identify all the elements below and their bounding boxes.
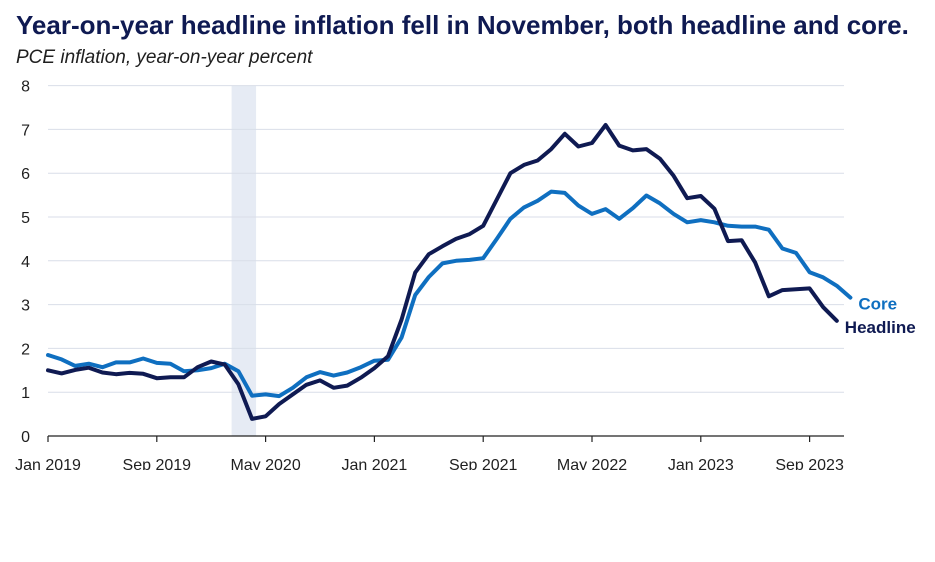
series-labels: Core Headline <box>845 295 916 337</box>
x-tick-label: Jan 2019 <box>15 457 81 470</box>
x-tick-label: Sep 2023 <box>775 457 844 470</box>
x-axis <box>47 435 844 442</box>
headline-label: Headline <box>845 318 916 337</box>
y-tick-label: 6 <box>21 166 30 183</box>
headline-line <box>46 123 839 421</box>
core-label: Core <box>858 295 897 314</box>
x-tick-label: May 2022 <box>557 457 627 470</box>
y-tick-label: 2 <box>21 341 30 358</box>
chart-title: Year-on-year headline inflation fell in … <box>16 10 909 40</box>
gridlines <box>48 85 844 393</box>
y-tick-label: 0 <box>21 429 30 446</box>
y-tick-label: 5 <box>21 210 30 227</box>
y-tick-label: 7 <box>21 122 30 139</box>
x-tick-label: May 2020 <box>230 457 300 470</box>
y-tick-label: 3 <box>21 298 30 315</box>
x-tick-label: Sep 2019 <box>123 457 192 470</box>
x-tick-label: Jan 2021 <box>341 457 407 470</box>
y-tick-label: 8 <box>21 79 30 96</box>
x-axis-tick-labels: Jan 2019 Sep 2019 May 2020 Jan 2021 Sep 2021… <box>15 457 844 470</box>
y-tick-label: 1 <box>21 385 30 402</box>
x-tick-label: Jan 2023 <box>668 457 734 470</box>
y-axis-tick-labels: 0 1 2 3 4 5 6 7 8 <box>21 79 30 446</box>
series-lines <box>46 123 853 421</box>
core-line <box>46 189 853 399</box>
chart-subtitle: PCE inflation, year-on-year percent <box>16 47 313 68</box>
x-tick-label: Sep 2021 <box>449 457 518 470</box>
y-tick-label: 4 <box>21 254 30 271</box>
